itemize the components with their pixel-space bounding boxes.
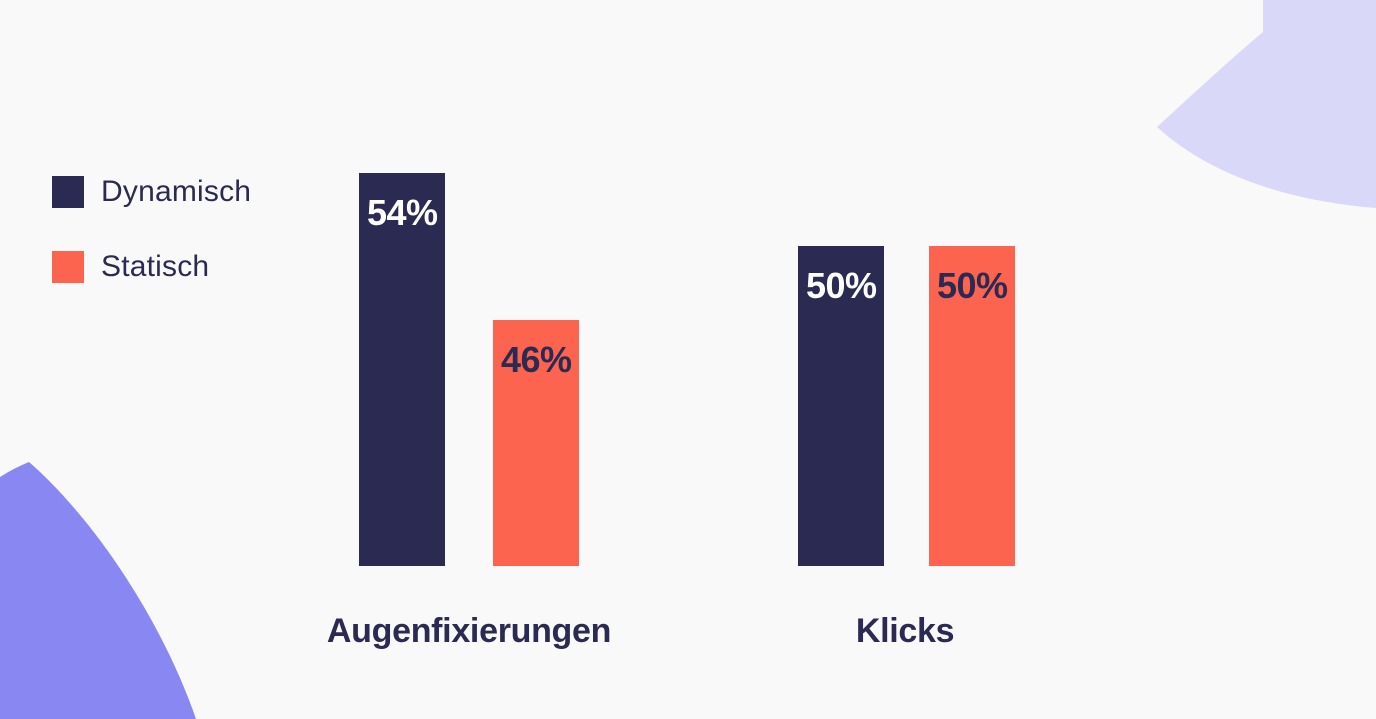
bar-value-label: 50% (937, 265, 1008, 306)
lavender-blob-decoration (1157, 0, 1376, 208)
bar-value-label: 46% (501, 339, 572, 380)
category-label-augenfixierungen: Augenfixierungen (326, 612, 612, 650)
category-label-klicks: Klicks (855, 612, 955, 650)
legend: Dynamisch Statisch (52, 175, 252, 326)
bar-dynamisch-augenfixierungen: 54% (359, 173, 445, 566)
bar-statisch-klicks: 50% (929, 246, 1015, 566)
legend-swatch-dynamisch (52, 176, 84, 208)
bar-value-label: 54% (367, 192, 438, 233)
legend-item-dynamisch: Dynamisch (52, 175, 252, 208)
bar-dynamisch-klicks: 50% (798, 246, 884, 566)
legend-label-statisch: Statisch (101, 250, 210, 283)
legend-item-statisch: Statisch (52, 250, 251, 283)
bar-value-label: 50% (806, 265, 877, 306)
legend-label-dynamisch: Dynamisch (101, 175, 252, 208)
purple-blob-decoration (0, 462, 196, 719)
bar-statisch-augenfixierungen: 46% (493, 320, 579, 566)
legend-swatch-statisch (52, 251, 84, 283)
